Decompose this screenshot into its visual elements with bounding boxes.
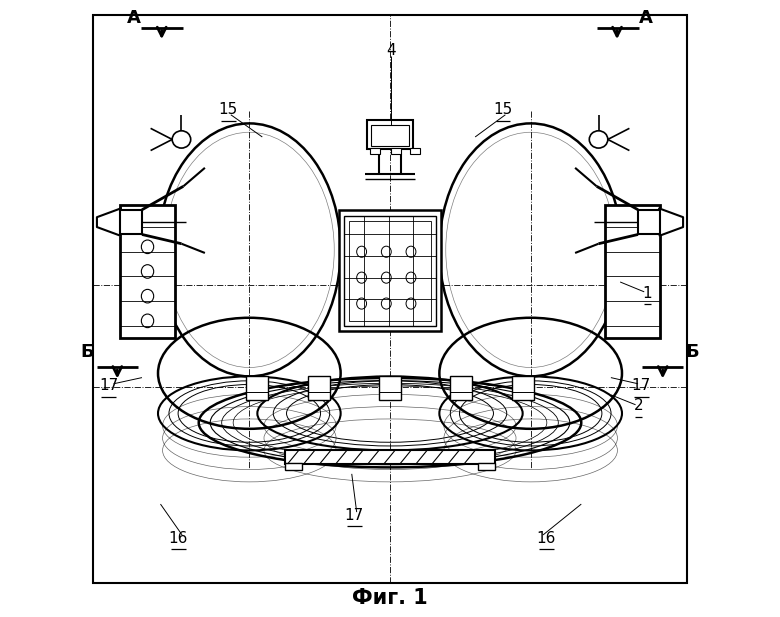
Bar	[450, 376, 472, 400]
Bar	[370, 148, 380, 154]
Bar	[638, 210, 660, 234]
Bar	[605, 205, 660, 338]
Bar	[512, 376, 534, 400]
Text: 17: 17	[99, 378, 119, 393]
Polygon shape	[660, 209, 683, 236]
Bar	[367, 120, 413, 149]
Bar	[477, 463, 495, 470]
Text: Фиг. 1: Фиг. 1	[352, 589, 428, 608]
Bar	[246, 376, 268, 400]
Text: А: А	[127, 9, 141, 27]
Bar	[285, 463, 303, 470]
Bar	[285, 450, 495, 464]
Text: 4: 4	[386, 43, 396, 58]
Bar	[392, 148, 401, 154]
Text: 15: 15	[493, 102, 512, 117]
Ellipse shape	[590, 131, 608, 148]
Text: 16: 16	[537, 531, 556, 545]
Polygon shape	[97, 209, 120, 236]
Bar	[344, 216, 436, 326]
Text: 2: 2	[634, 399, 644, 413]
Text: 1: 1	[643, 286, 652, 300]
Bar	[308, 376, 330, 400]
Text: 17: 17	[632, 378, 651, 393]
Bar	[120, 210, 142, 234]
Bar	[371, 125, 409, 146]
Text: 17: 17	[345, 508, 363, 523]
Text: 15: 15	[218, 102, 238, 117]
Ellipse shape	[172, 131, 190, 148]
Text: Б: Б	[81, 343, 94, 361]
Bar	[410, 148, 420, 154]
Bar	[379, 376, 401, 400]
Text: 16: 16	[168, 531, 188, 545]
Bar	[120, 205, 175, 338]
Bar	[349, 221, 431, 321]
Text: А: А	[639, 9, 653, 27]
Text: Б: Б	[686, 343, 699, 361]
Bar	[339, 210, 441, 331]
